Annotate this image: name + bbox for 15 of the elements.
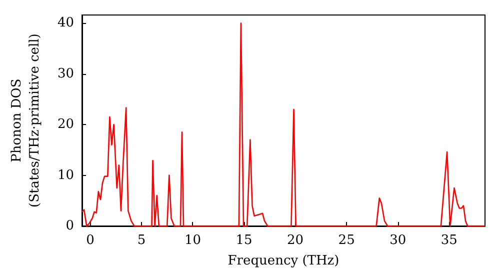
y-tick-label: 0 <box>66 218 74 234</box>
x-tick-label: 25 <box>338 233 355 248</box>
y-tick-label: 20 <box>57 117 74 132</box>
y-tick-label: 10 <box>57 168 74 183</box>
x-axis-title: Frequency (THz) <box>228 253 340 268</box>
x-tick-label: 35 <box>440 233 458 248</box>
x-tick-label: 5 <box>137 233 146 248</box>
x-tick-label: 30 <box>390 233 406 248</box>
y-tick-label: 30 <box>57 66 74 82</box>
x-tick-label: 15 <box>236 233 252 248</box>
x-tick-label: 0 <box>86 233 94 248</box>
y-tick-label: 40 <box>57 16 74 31</box>
x-tick-label: 20 <box>287 233 304 248</box>
x-tick-label: 10 <box>184 233 202 248</box>
y-axis-title: Phonon DOS (States/THz·primitive cell) <box>10 33 42 208</box>
